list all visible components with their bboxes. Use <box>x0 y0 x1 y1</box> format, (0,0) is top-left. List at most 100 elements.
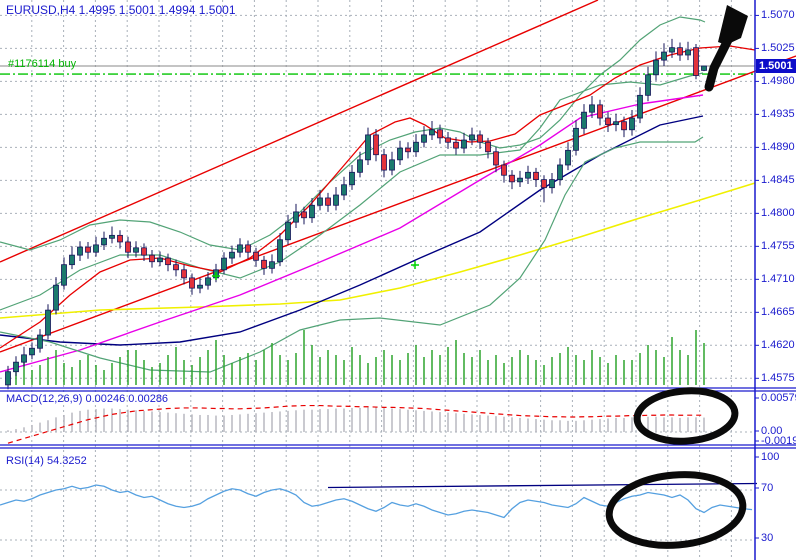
bull-candle <box>669 47 675 53</box>
chart-title: EURUSD,H4 1.4995 1.5001 1.4994 1.5001 <box>6 3 236 17</box>
price-label: 1.4980 <box>761 74 795 87</box>
price-label: 1.4935 <box>761 107 795 120</box>
bull-candle <box>365 134 371 161</box>
bull-candle <box>29 347 35 356</box>
bull-candle <box>573 127 579 151</box>
bear-candle <box>253 251 259 261</box>
bear-candle <box>301 211 307 219</box>
up-arrow-head <box>718 5 748 45</box>
bull-candle <box>285 221 291 241</box>
rsi-trendline[interactable] <box>327 482 758 489</box>
price-label: 1.4800 <box>761 206 795 219</box>
bull-candle <box>109 234 115 239</box>
bear-candle <box>165 257 171 266</box>
bear-candle <box>245 244 251 253</box>
bear-candle <box>325 197 331 206</box>
price-label: 1.4710 <box>761 272 795 285</box>
bull-candle <box>637 94 643 119</box>
bear-candle <box>437 129 443 139</box>
navy-ma-line <box>0 115 704 346</box>
bull-candle <box>93 244 99 253</box>
upper-red-channel[interactable] <box>0 0 599 263</box>
bull-candle <box>613 121 619 126</box>
bear-candle <box>117 234 123 243</box>
price-label: 1.4845 <box>761 173 795 186</box>
bull-candle <box>525 171 531 179</box>
bear-candle <box>189 277 195 289</box>
bull-candle <box>45 309 51 336</box>
bull-candle <box>277 239 283 263</box>
price-label: 1.5025 <box>761 41 795 54</box>
bull-candle <box>413 141 419 153</box>
bear-candle <box>605 117 611 126</box>
bear-candle <box>485 141 491 153</box>
bear-candle <box>261 259 267 269</box>
bear-candle <box>149 254 155 263</box>
bull-candle <box>333 194 339 206</box>
bull-candle <box>557 164 563 181</box>
bull-candle <box>461 139 467 149</box>
magenta-ma-line <box>0 94 704 373</box>
bull-candle <box>13 361 19 373</box>
bull-candle <box>309 204 315 219</box>
bull-candle <box>581 111 587 129</box>
bear-candle <box>677 47 683 56</box>
bull-candle <box>389 159 395 171</box>
bull-candle <box>421 134 427 143</box>
bull-candle <box>21 354 27 363</box>
bull-candle <box>629 117 635 131</box>
bull-candle <box>197 284 203 289</box>
rsi-70-label: 70 <box>761 481 774 494</box>
bull-candle <box>237 244 243 253</box>
bull-candle <box>589 104 595 113</box>
order-label[interactable]: #1176114 buy <box>8 58 77 70</box>
bear-candle <box>477 134 483 143</box>
bull-candle <box>549 179 555 189</box>
current-price-tag: 1.5001 <box>756 59 796 73</box>
price-label: 1.4620 <box>761 338 795 351</box>
lower-red-channel[interactable] <box>0 55 796 353</box>
bull-candle <box>53 284 59 311</box>
bull-candle <box>77 246 83 256</box>
bollinger-lower-band <box>0 136 704 373</box>
bear-candle <box>693 47 699 76</box>
bull-candle <box>357 159 363 173</box>
bull-candle <box>157 257 163 263</box>
rsi-circle-annotation <box>605 471 747 549</box>
bull-candle <box>133 247 139 253</box>
bull-candle <box>5 371 11 386</box>
bull-candle <box>565 149 571 166</box>
macd-indicator-label: MACD(12,26,9) 0.00246 0.00286 <box>6 393 169 405</box>
bull-candle <box>469 134 475 141</box>
price-label: 1.4665 <box>761 305 795 318</box>
bear-candle <box>173 264 179 271</box>
bull-candle <box>341 184 347 196</box>
bear-candle <box>445 137 451 143</box>
macd-signal-line <box>7 404 704 444</box>
bear-candle <box>381 154 387 171</box>
bear-candle <box>125 241 131 253</box>
bull-candle <box>221 257 227 271</box>
rsi-indicator-label: RSI(14) 54.3252 <box>6 455 87 467</box>
bear-candle <box>453 141 459 149</box>
macd-zero-label: 0.00 <box>761 424 783 437</box>
bull-candle <box>349 171 355 186</box>
bear-candle <box>541 179 547 189</box>
bear-candle <box>373 134 379 156</box>
yellow-ma-line <box>0 182 756 319</box>
bull-candle <box>61 264 67 286</box>
bull-candle <box>229 251 235 259</box>
rsi-30-label: 30 <box>761 531 774 544</box>
bull-candle <box>429 129 435 136</box>
green-ema-line <box>0 72 704 311</box>
bull-candle <box>645 74 651 96</box>
bull-candle <box>37 334 43 349</box>
bear-candle <box>141 247 147 256</box>
bull-candle <box>317 197 323 206</box>
red-ma-line <box>0 45 756 349</box>
bollinger-upper-band <box>0 16 706 251</box>
bull-candle <box>205 277 211 286</box>
